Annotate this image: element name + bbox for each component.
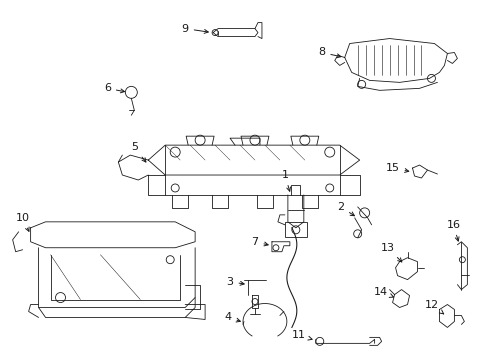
Text: 8: 8	[318, 48, 340, 58]
Text: 2: 2	[336, 202, 354, 216]
Text: 13: 13	[380, 243, 401, 262]
Text: 15: 15	[385, 163, 408, 173]
Text: 14: 14	[373, 287, 393, 297]
Text: 1: 1	[281, 170, 290, 191]
Text: 7: 7	[251, 237, 267, 247]
Text: 3: 3	[226, 276, 244, 287]
Bar	[285, 222, 306, 237]
Text: 4: 4	[224, 312, 240, 323]
Text: 6: 6	[103, 84, 124, 93]
Text: 16: 16	[446, 220, 460, 241]
Text: 9: 9	[181, 24, 208, 33]
Text: 12: 12	[424, 300, 443, 314]
Text: 5: 5	[131, 142, 145, 162]
Text: 11: 11	[291, 330, 311, 341]
Text: 10: 10	[16, 213, 30, 231]
